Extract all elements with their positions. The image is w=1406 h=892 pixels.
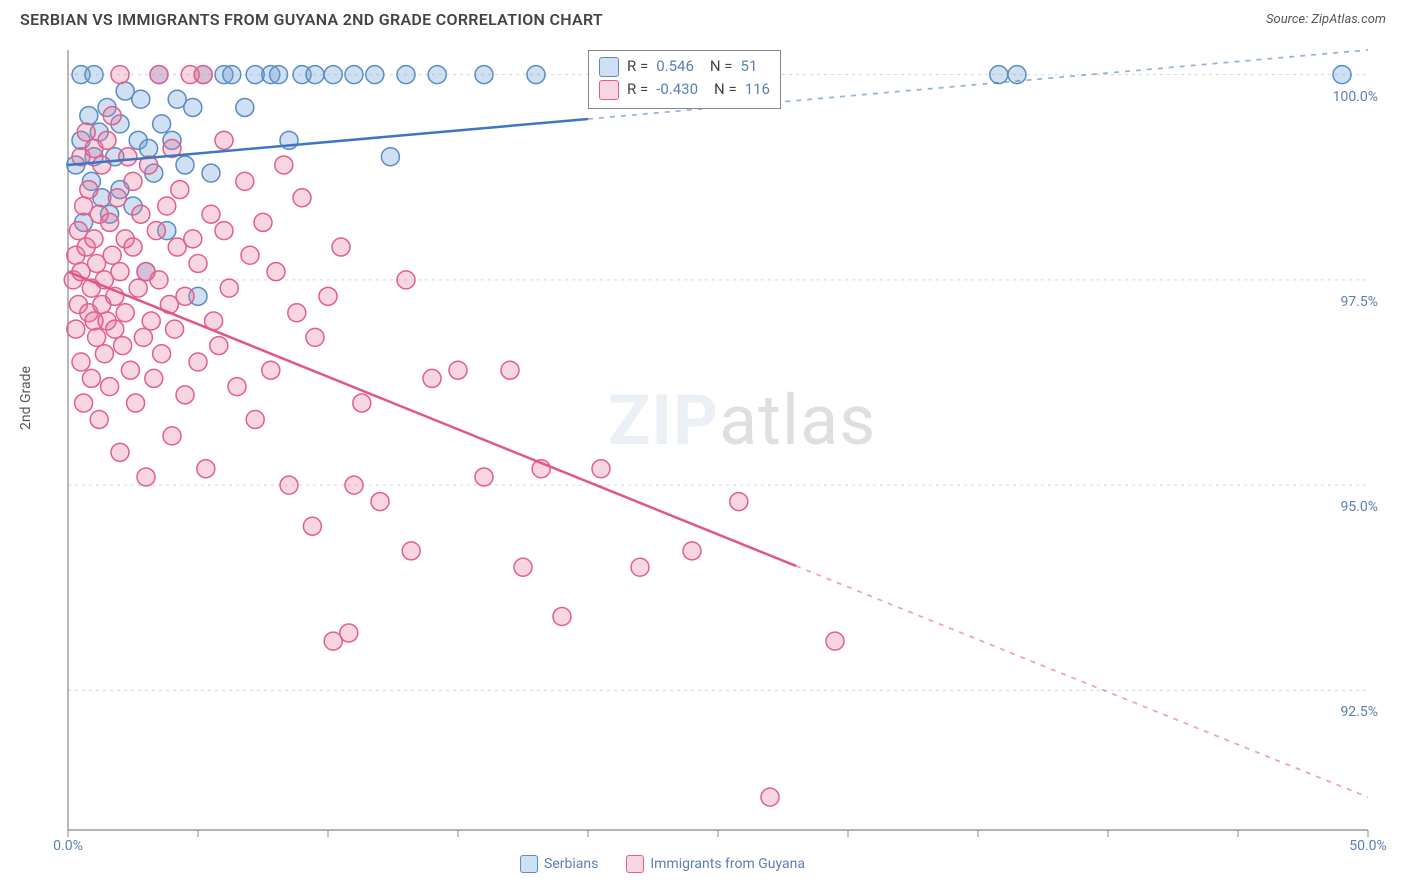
y-tick-label: 92.5% [1340, 704, 1378, 720]
stat-row: R = 0.546N = 51 [599, 55, 770, 78]
legend-swatch-guyana [626, 855, 644, 873]
chart-container: R = 0.546N = 51R =-0.430N =116 92.5% 95.0… [48, 40, 1388, 850]
stat-row: R =-0.430N =116 [599, 78, 770, 101]
x-tick-label: 0.0% [53, 838, 83, 854]
source-label: Source: ZipAtlas.com [1266, 12, 1386, 27]
header: SERBIAN VS IMMIGRANTS FROM GUYANA 2ND GR… [0, 0, 1406, 35]
y-axis-label: 2nd Grade [18, 366, 34, 430]
legend-label-serbians: Serbians [544, 856, 598, 872]
x-tick-label: 50.0% [1349, 838, 1387, 854]
y-tick-label: 97.5% [1340, 294, 1378, 310]
legend-item-guyana: Immigrants from Guyana [626, 855, 805, 873]
y-tick-label: 100.0% [1333, 89, 1378, 105]
series-legend: Serbians Immigrants from Guyana [520, 855, 805, 873]
scatter-chart [48, 40, 1388, 850]
y-tick-label: 95.0% [1340, 499, 1378, 515]
legend-swatch-serbians [520, 855, 538, 873]
chart-title: SERBIAN VS IMMIGRANTS FROM GUYANA 2ND GR… [20, 10, 603, 29]
stat-swatch [599, 80, 619, 100]
stat-swatch [599, 57, 619, 77]
correlation-stats-box: R = 0.546N = 51R =-0.430N =116 [588, 50, 781, 109]
legend-label-guyana: Immigrants from Guyana [650, 856, 805, 872]
legend-item-serbians: Serbians [520, 855, 598, 873]
